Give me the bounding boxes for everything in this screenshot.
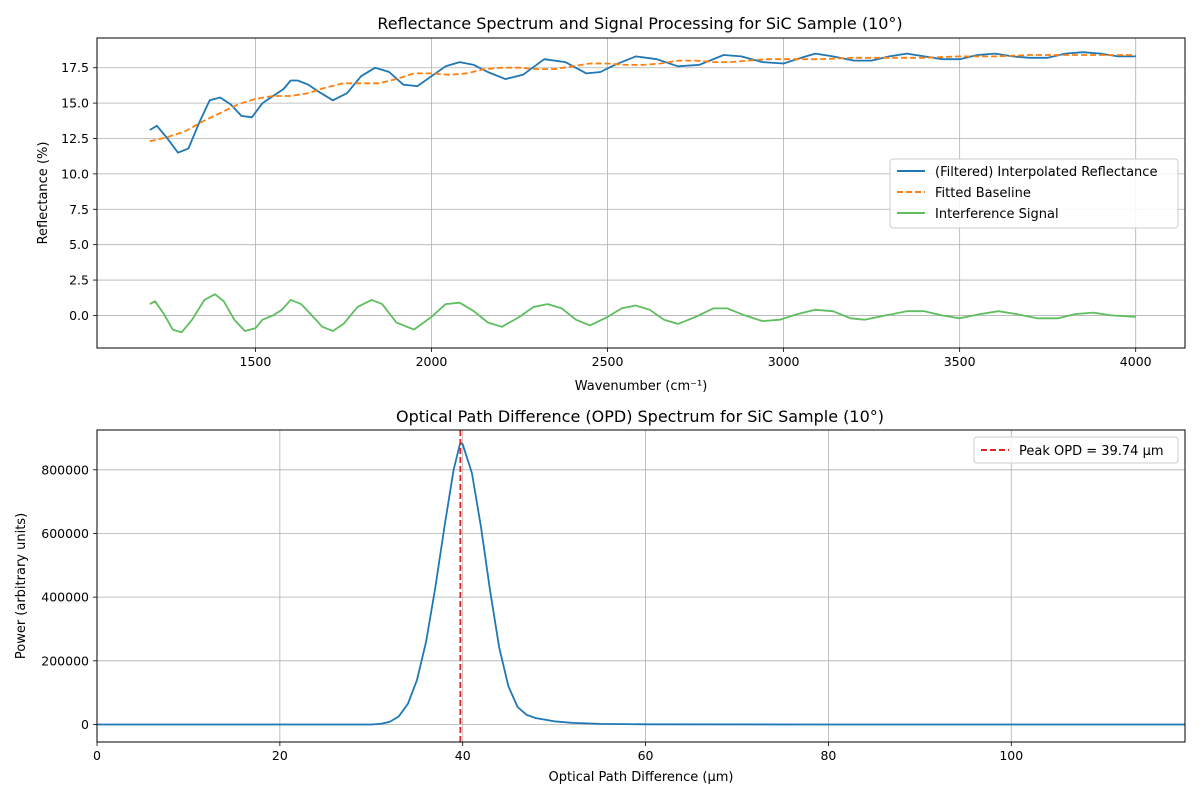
opd-series-lines: [97, 430, 1185, 742]
reflectance-x-tick-label: 1500: [240, 354, 272, 369]
legend-label-fitted-baseline: Fitted Baseline: [935, 186, 1031, 201]
reflectance-legend-box: [889, 158, 1179, 229]
opd-ticks: 0 20 40 60 80 100 0 200000 400000 600000 800000: [41, 462, 1023, 763]
reflectance-series-line-1: [149, 54, 1136, 143]
opd-y-tick-label: 0: [81, 717, 89, 732]
legend-label-interference-signal: Interference Signal: [935, 207, 1059, 222]
opd-x-tick-label: 60: [638, 748, 654, 763]
opd-x-tick-label: 20: [272, 748, 288, 763]
reflectance-y-tick-label: 7.5: [69, 202, 89, 217]
opd-x-tick-label: 40: [455, 748, 471, 763]
reflectance-x-tick-label: 2500: [592, 354, 624, 369]
reflectance-y-tick-label: 17.5: [61, 60, 89, 75]
opd-y-axis-label: Power (arbitrary units): [14, 513, 29, 659]
opd-y-tick-label: 200000: [41, 653, 89, 668]
opd-axes-frame: [96, 429, 1186, 743]
reflectance-series-lines: [149, 51, 1136, 334]
reflectance-x-tick-label: 3000: [768, 354, 800, 369]
opd-y-tick-label: 800000: [41, 462, 89, 477]
reflectance-y-axis-label: Reflectance (%): [36, 142, 51, 245]
opd-y-tick-label: 600000: [41, 526, 89, 541]
opd-legend-box: [973, 436, 1179, 464]
reflectance-x-tick-label: 3500: [944, 354, 976, 369]
opd-series-line-0: [97, 441, 1185, 726]
reflectance-ticks: 1500 2000 2500 3000 3500 4000 0.0 2.5 5.0 7.5 10.0…: [61, 60, 1152, 369]
legend-label-peak-opd: Peak OPD = 39.74 µm: [1019, 444, 1164, 459]
reflectance-series-line-0: [149, 51, 1136, 154]
opd-x-tick-label: 80: [820, 748, 836, 763]
reflectance-y-tick-label: 2.5: [69, 273, 89, 288]
reflectance-legend: (Filtered) Interpolated Reflectance Fitt…: [889, 158, 1179, 229]
opd-x-tick-label: 0: [93, 748, 101, 763]
reflectance-x-tick-label: 2000: [416, 354, 448, 369]
reflectance-axes-frame: [96, 37, 1186, 349]
reflectance-series-line-2: [149, 293, 1136, 334]
opd-gridlines: [96, 430, 1185, 742]
reflectance-x-tick-label: 4000: [1120, 354, 1152, 369]
reflectance-chart: Reflectance Spectrum and Signal Processi…: [36, 14, 1186, 394]
reflectance-y-tick-label: 15.0: [61, 96, 89, 111]
opd-x-tick-label: 100: [999, 748, 1023, 763]
opd-chart: Optical Path Difference (OPD) Spectrum f…: [14, 407, 1186, 785]
opd-y-tick-label: 400000: [41, 590, 89, 605]
legend-label-filtered-reflectance: (Filtered) Interpolated Reflectance: [935, 165, 1157, 180]
reflectance-y-tick-label: 0.0: [69, 308, 89, 323]
opd-chart-title: Optical Path Difference (OPD) Spectrum f…: [396, 407, 884, 426]
reflectance-y-tick-label: 12.5: [61, 131, 89, 146]
opd-x-axis-label: Optical Path Difference (µm): [549, 770, 734, 785]
reflectance-x-axis-label: Wavenumber (cm⁻¹): [575, 379, 708, 394]
opd-legend: Peak OPD = 39.74 µm: [973, 436, 1179, 464]
reflectance-chart-title: Reflectance Spectrum and Signal Processi…: [377, 14, 902, 33]
reflectance-y-tick-label: 10.0: [61, 166, 89, 181]
reflectance-y-tick-label: 5.0: [69, 237, 89, 252]
